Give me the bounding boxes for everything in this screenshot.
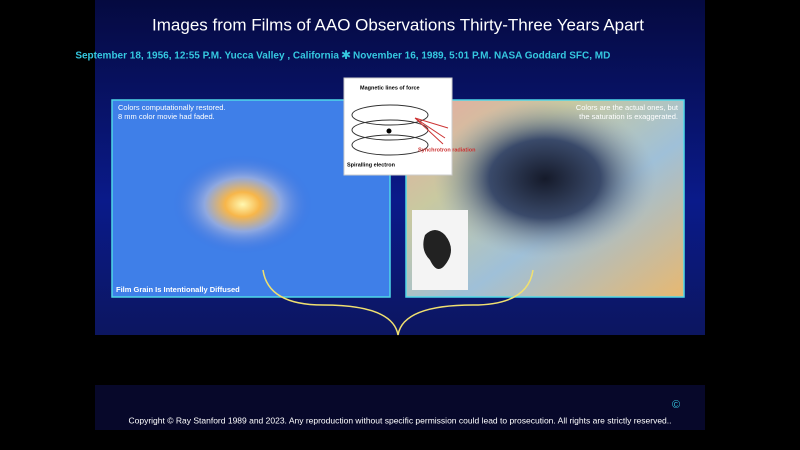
subtitle-left: September 18, 1956, 12:55 P.M. Yucca Val… bbox=[75, 51, 339, 62]
diagram-electron bbox=[386, 128, 392, 134]
left-note: 8 mm color movie had faded. bbox=[118, 112, 215, 121]
footer-text: Copyright © Ray Stanford 1989 and 2023. … bbox=[129, 415, 672, 425]
copyright-symbol: © bbox=[672, 399, 680, 411]
diagram-spiral bbox=[351, 104, 429, 126]
footer-bar bbox=[95, 385, 705, 430]
bracket bbox=[262, 269, 534, 336]
diagram-spiral bbox=[351, 134, 429, 156]
title: Images from Films of AAO Observations Th… bbox=[152, 15, 644, 34]
diagram-label: Magnetic lines of force bbox=[360, 85, 420, 91]
diagram-label: Synchrotron radiation bbox=[418, 147, 476, 153]
right-note: Colors are the actual ones, but bbox=[576, 103, 679, 112]
subtitle-right: November 16, 1989, 5:01 P.M. NASA Goddar… bbox=[353, 51, 610, 62]
right-note: the saturation is exaggerated. bbox=[579, 112, 678, 121]
left-note: Colors computationally restored. bbox=[118, 103, 226, 112]
inset-object bbox=[423, 230, 451, 269]
separator-icon: ✱ bbox=[341, 48, 351, 62]
diagram-label: Spiralling electron bbox=[347, 162, 396, 168]
diagram bbox=[343, 77, 453, 176]
left-caption: Film Grain Is Intentionally Diffused bbox=[116, 285, 240, 294]
diagram-rays bbox=[414, 117, 449, 145]
